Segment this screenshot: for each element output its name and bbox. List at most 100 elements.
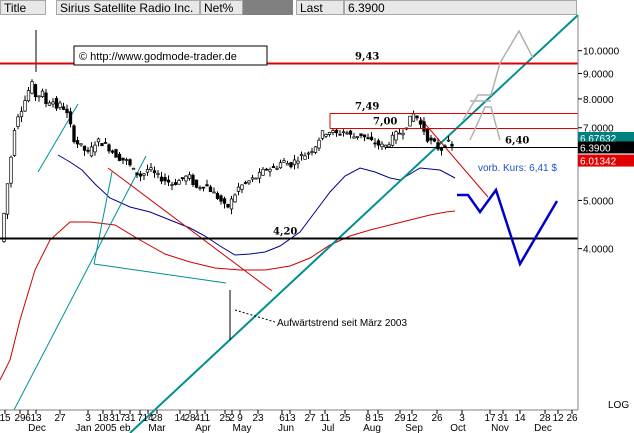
- net-label: Net%: [200, 0, 243, 15]
- x-tick-label: 3: [109, 413, 115, 424]
- candle-body: [208, 186, 213, 193]
- main-uptrend-line: [129, 14, 579, 433]
- candle: [285, 160, 290, 166]
- candle-body: [82, 145, 87, 151]
- candle: [138, 170, 143, 182]
- candle: [142, 173, 146, 181]
- candle-body: [271, 165, 276, 168]
- candle-body: [390, 134, 395, 146]
- candle: [345, 130, 349, 136]
- candle-body: [292, 159, 297, 166]
- candle-body: [383, 144, 388, 148]
- candle-body: [362, 134, 367, 138]
- ma-teal-box: 6.67632: [578, 131, 634, 145]
- candle: [436, 138, 440, 151]
- candle: [33, 83, 38, 102]
- candle: [117, 151, 122, 162]
- x-tick-label: 31: [124, 413, 136, 424]
- candle: [37, 95, 41, 102]
- candle-body: [275, 167, 279, 170]
- x-month-label: Jan 2005: [75, 423, 117, 433]
- candle-body: [68, 111, 73, 125]
- candle-body: [47, 102, 52, 106]
- candle: [54, 96, 59, 111]
- candle: [418, 116, 423, 129]
- x-tick-label: 13: [284, 413, 296, 424]
- candle-body: [285, 163, 290, 166]
- trend-annotation-pointer: [234, 309, 276, 323]
- candle: [58, 100, 62, 110]
- candle: [170, 181, 174, 191]
- x-tick-label: 12: [406, 413, 418, 424]
- candle-body: [121, 157, 125, 161]
- candle-body: [149, 167, 153, 171]
- candle: [166, 175, 171, 187]
- ma-teal-box-bg: [578, 131, 634, 144]
- candle-body: [12, 130, 17, 156]
- x-month-label: Apr: [195, 423, 211, 433]
- candle: [271, 163, 276, 168]
- resistance-9.43-label: 9,43: [355, 52, 379, 63]
- candle-body: [324, 133, 328, 137]
- x-tick-label: 14: [514, 413, 526, 424]
- candle: [121, 157, 125, 165]
- candle-body: [306, 152, 311, 155]
- candle: [222, 196, 227, 209]
- log-label: LOG: [608, 400, 629, 411]
- candle-body: [110, 150, 115, 153]
- ma-red-box-label: 6.01342: [580, 157, 617, 168]
- support-6.40-label: 6,40: [505, 136, 529, 147]
- candle: [352, 132, 356, 139]
- candle: [247, 180, 251, 185]
- candle-body: [303, 155, 307, 160]
- candle: [432, 137, 437, 143]
- candle-body: [289, 162, 293, 168]
- candle-body: [408, 115, 412, 127]
- candle: [236, 182, 241, 196]
- candle: [390, 131, 395, 147]
- candle: [422, 117, 426, 135]
- ma-teal-box-label: 6.67632: [580, 134, 617, 145]
- candle: [51, 98, 55, 108]
- x-tick-label: 4: [194, 413, 200, 424]
- candle-body: [257, 171, 262, 179]
- candle: [47, 100, 52, 106]
- candle-body: [159, 176, 164, 182]
- candle: [341, 129, 346, 137]
- candle: [187, 171, 192, 181]
- x-tick-label: 2: [229, 413, 235, 424]
- candle-body: [439, 148, 444, 151]
- candle: [131, 167, 136, 170]
- candle: [79, 143, 83, 147]
- last-price-box-label: 6.3900: [580, 143, 611, 154]
- candle-body: [236, 186, 241, 192]
- candle: [243, 180, 248, 185]
- candle: [184, 174, 188, 185]
- candle: [177, 178, 181, 185]
- candle-body: [226, 203, 230, 208]
- candle-body: [124, 159, 129, 161]
- x-month-label: Nov: [491, 423, 509, 433]
- candle: [229, 195, 234, 215]
- candle-body: [170, 184, 174, 186]
- candle-body: [142, 173, 146, 176]
- candle: [191, 173, 195, 187]
- candle: [292, 154, 297, 170]
- candle: [19, 106, 24, 123]
- header-bar: Title Sirius Satellite Radio Inc. Net% L…: [0, 0, 634, 16]
- candle-body: [341, 131, 346, 134]
- candle-body: [40, 90, 45, 97]
- ma-short-line: [57, 154, 456, 256]
- x-tick-label: 15: [0, 413, 11, 424]
- candle: [268, 167, 272, 177]
- candle-body: [5, 183, 10, 215]
- blue-projection-path: [457, 187, 559, 268]
- candle-body: [254, 177, 258, 180]
- candle: [75, 136, 80, 148]
- candle-body: [327, 132, 332, 135]
- candle-body: [131, 167, 136, 170]
- candle-body: [233, 194, 237, 203]
- candle-body: [9, 156, 13, 184]
- candle: [201, 186, 206, 192]
- candle-body: [401, 132, 405, 136]
